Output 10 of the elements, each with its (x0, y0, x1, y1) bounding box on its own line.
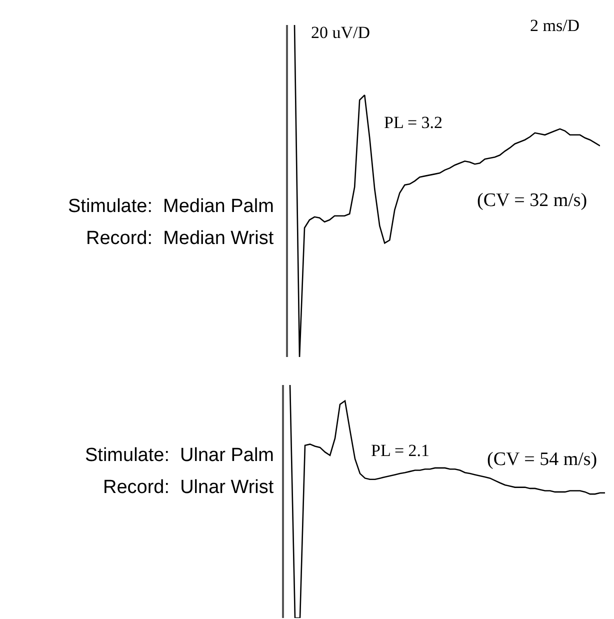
text: Stimulate: Ulnar Palm (85, 445, 274, 466)
annotation: PL = 3.2 (384, 113, 443, 132)
annotation: (CV = 32 m/s) (477, 190, 588, 211)
annotation: 2 ms/D (530, 16, 580, 35)
annotation: (CV = 54 m/s) (487, 449, 598, 470)
text: Stimulate: Median Palm (68, 196, 274, 217)
annotation: PL = 2.1 (371, 441, 430, 460)
annotation: 20 uV/D (311, 23, 370, 42)
text: Record: Ulnar Wrist (103, 477, 274, 498)
text: Record: Median Wrist (86, 228, 274, 249)
